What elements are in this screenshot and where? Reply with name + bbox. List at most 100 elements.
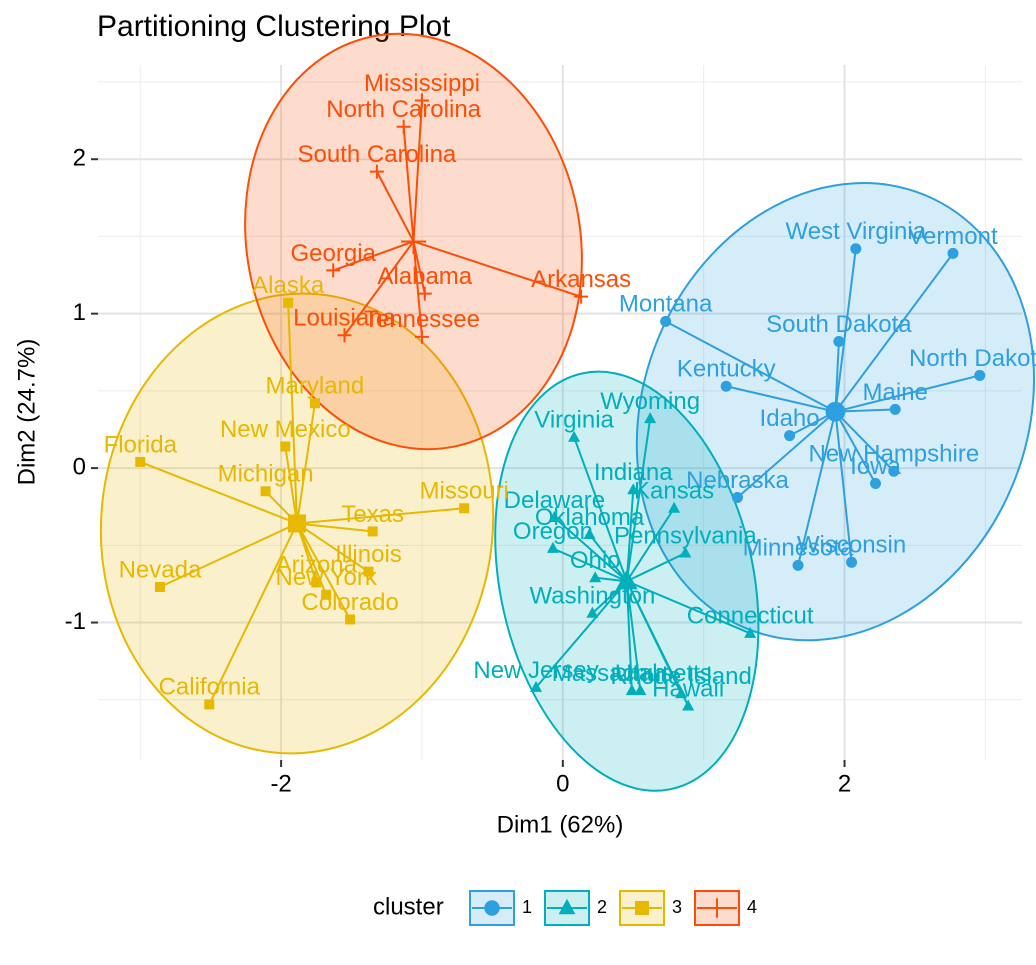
point [870,478,882,490]
center-segment [553,516,628,582]
center-segment [208,523,298,705]
point [280,441,291,452]
x-axis-label: Dim1 (62%) [497,811,624,838]
point [679,546,692,558]
point [625,684,638,695]
point-label: North Dakota [909,345,1036,372]
center-segment [797,411,837,566]
point-label: South Carolina [298,141,457,168]
legend-title: cluster [373,893,444,920]
point [459,503,470,514]
point [283,297,294,308]
center-segment [412,241,426,294]
center-segment [834,411,877,485]
point-label: Rhode Island [610,663,751,690]
x-tick-label: 0 [556,770,569,797]
y-tick-label: 0 [73,453,86,480]
center-segment [552,547,628,583]
point-label: California [159,674,261,701]
point-label: Washington [529,583,655,610]
center-segment [588,533,628,582]
center-segment [296,522,373,533]
point [660,315,672,327]
point-label: Kentucky [677,356,776,383]
point [568,430,581,442]
center-segment [625,507,675,582]
center-segment [835,374,980,413]
center-segment [834,411,853,563]
center-segment [413,240,582,298]
center-segment [535,580,628,689]
center-segment [376,171,415,242]
chart-title: Partitioning Clustering Plot [97,10,451,43]
point-label: South Dakota [766,311,912,338]
point [363,566,374,577]
legend-marker [707,898,727,918]
point-label: Arkansas [531,266,631,293]
legend-label: 3 [672,897,682,917]
point-label: Mississippi [364,70,480,97]
point-label: Nevada [119,556,202,583]
point-label: Pennsylvania [614,522,757,549]
point [367,526,378,537]
point [583,528,596,540]
point-label: Wyoming [600,388,700,415]
point-label: Maryland [266,373,365,400]
point [627,483,640,495]
points [135,93,986,711]
point-label: Texas [341,501,404,528]
point-label: Virginia [534,407,614,434]
point [720,380,732,392]
point [311,577,322,588]
legend-marker [635,901,649,915]
center-segment [296,403,316,524]
point-label: Indiana [594,459,673,486]
point-label: Alabama [377,263,472,290]
center-segment [284,446,299,524]
point-label: Georgia [291,240,377,267]
point-label: Maine [863,379,928,406]
point-label: Utah [615,660,666,687]
point [204,699,215,710]
point-label: Colorado [301,589,398,616]
point-label: Nebraska [686,467,789,494]
center-segment [625,580,690,707]
center-lines [139,100,980,707]
point-label: Alaska [252,272,325,299]
point-label: Wisconsin [797,532,906,559]
center-segment [625,489,635,582]
point-label: Idaho [760,405,820,432]
point [634,684,647,695]
point [586,606,599,618]
legend-marker [558,898,576,915]
y-tick-label: 2 [73,145,86,172]
point-label: New Mexico [220,416,351,443]
center-segment [834,341,840,412]
point [326,263,341,278]
center-segment [159,522,298,588]
point [947,247,959,259]
point [675,687,688,699]
legend-label: 1 [522,897,532,917]
point [414,93,429,108]
point [644,412,657,424]
point-label: Missouri [420,478,509,505]
center-segment [725,385,836,413]
point [337,328,352,343]
cluster-center [825,401,846,422]
point-label: Minnesota [743,535,854,562]
point-label: Vermont [908,223,998,250]
point-label: Illinois [335,541,402,568]
point [850,243,862,255]
point-label: Tennessee [364,306,480,333]
legend-label: 2 [597,897,607,917]
point-label: New Jersey [473,657,598,684]
y-tick-label: -1 [65,608,86,635]
point [135,456,146,467]
point-label: Arizona [276,552,358,579]
cluster-center [400,228,427,255]
center-segment [296,507,465,525]
point-label: New York [275,564,377,591]
